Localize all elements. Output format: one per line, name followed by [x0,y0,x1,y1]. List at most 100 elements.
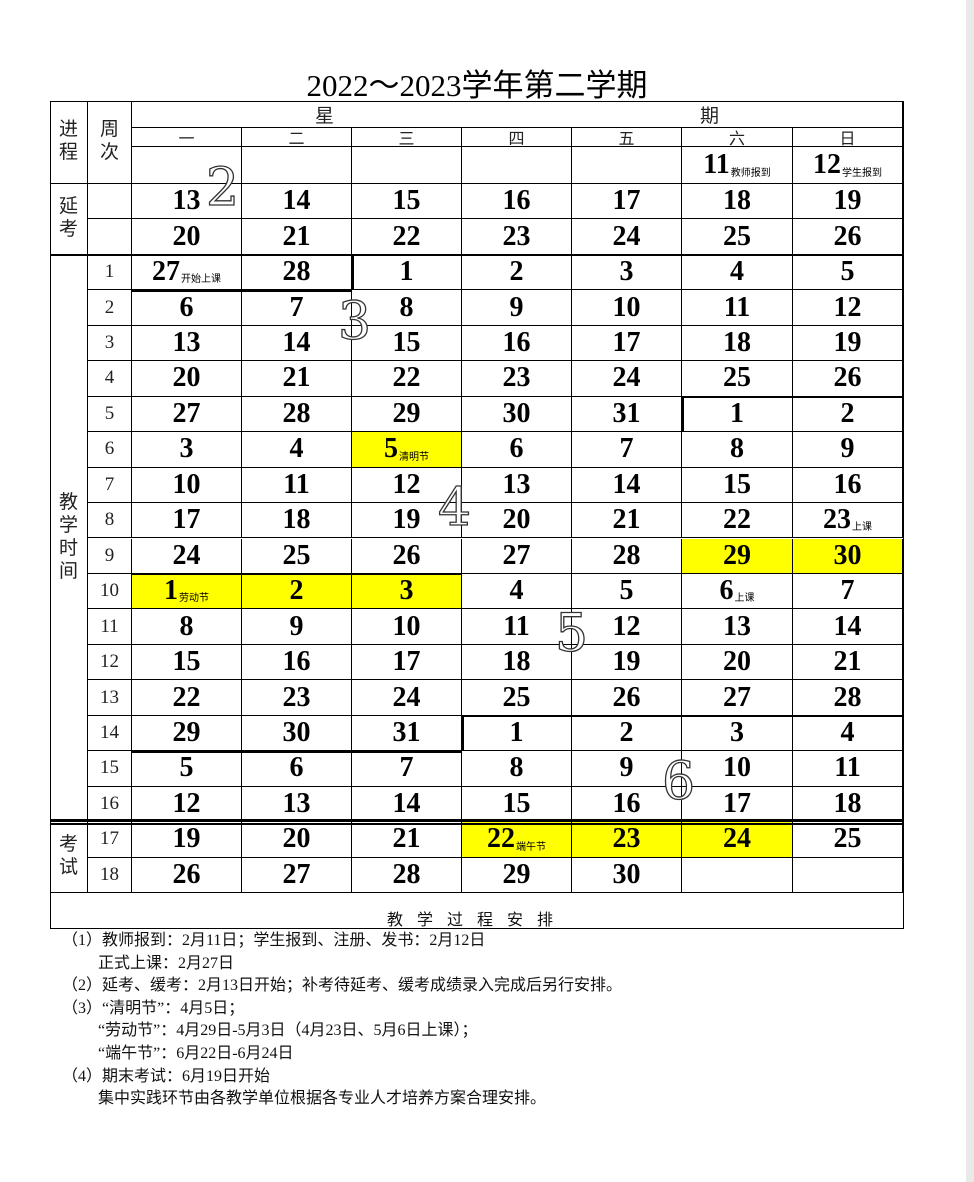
month-marker: 3 [337,291,372,352]
day-cell: 10 [572,290,682,326]
day-number: 8 [730,433,744,465]
day-cell: 25 [682,219,793,255]
day-number: 29 [502,858,531,890]
day-cell: 31 [572,396,682,433]
section-teaching: 教学时间 [50,254,88,823]
day-cell: 2 [242,573,352,610]
day-cell: 15 [682,467,793,504]
day-cell: 29 [352,396,462,433]
day-cell: 5 清明节 [352,432,462,468]
day-cell: 7 [793,573,903,610]
week-number: 11 [88,609,132,645]
day-note: 上课 [852,522,872,534]
day-number: 4 [289,433,304,465]
day-cell: 26 [793,219,903,255]
day-number: 23 [823,504,851,536]
day-cell: 24 [682,822,793,858]
month-marker: 6 [661,751,696,812]
day-cell: 26 [572,680,682,716]
day-number: 13 [282,787,311,819]
weekday-label: 六 [728,131,745,148]
day-cell: 16 [793,467,903,504]
day-cell: 19 [793,325,903,362]
week-number: 18 [88,857,132,893]
day-number: 27 [152,256,180,288]
day-number: 2 [840,397,855,429]
day-number: 11 [503,610,530,642]
day-number: 27 [502,539,531,571]
day-number: 16 [612,787,641,819]
header-week-label: 周次 [99,119,119,163]
day-number: 3 [399,575,414,607]
notes-list: （1）教师报到：2月11日；学生报到、注册、发书：2月12日 正式上课：2月27… [62,906,622,1111]
day-cell: 18 [793,786,903,823]
day-number: 24 [723,823,751,855]
week-number-label: 14 [100,721,119,743]
day-number: 21 [833,646,862,678]
day-cell: 27 [242,857,352,893]
day-cell: 27 [682,680,793,716]
weekday-header: 二 [242,128,352,148]
note-line: 集中实践环节由各教学单位根据各专业人才培养方案合理安排。 [62,1090,547,1108]
header-progress-label: 进程 [58,119,78,163]
day-cell [793,857,903,893]
note-line: （2）延考、缓考：2月13日开始；补考待延考、缓考成绩录入完成后另行安排。 [62,977,623,995]
day-number: 24 [612,362,641,394]
day-cell: 8 [462,751,572,787]
day-number: 25 [282,539,311,571]
day-note: 劳动节 [179,593,209,605]
day-cell: 30 [572,857,682,893]
day-cell: 17 [572,184,682,220]
week-number-label: 15 [100,757,119,779]
day-cell: 6 [132,290,242,326]
day-cell: 19 [132,822,242,858]
day-number: 4 [730,256,744,288]
week-number: 14 [88,715,132,752]
weekday-label: 三 [398,131,415,148]
day-cell: 28 [572,538,682,574]
note-line: （4）期末考试：6月19日开始 [62,1067,271,1085]
day-number: 30 [502,397,531,429]
day-cell: 16 [462,325,572,362]
day-number: 16 [833,468,862,500]
day-number: 11 [703,149,730,180]
day-cell: 5 [572,573,682,610]
day-number: 24 [392,681,421,713]
day-number: 27 [172,397,201,429]
day-cell: 8 [132,609,242,645]
day-cell: 6 [462,432,572,468]
day-number: 18 [502,646,531,678]
day-number: 7 [289,291,304,323]
day-number: 20 [172,362,201,394]
day-cell: 4 [462,573,572,610]
day-number: 23 [502,362,531,394]
day-cell: 25 [242,538,352,574]
week-number [88,184,132,220]
header-progress: 进程 [50,101,88,184]
month-boundary [681,395,903,399]
day-number: 15 [502,787,531,819]
day-cell: 16 [242,644,352,681]
day-cell: 3 [682,715,793,752]
day-number: 11 [723,291,751,323]
week-number-label: 1 [104,261,115,283]
section-makeup: 延考 [50,184,88,255]
day-cell: 31 [352,715,462,752]
day-cell: 22 [682,503,793,539]
day-cell: 30 [242,715,352,752]
day-cell: 9 [242,609,352,645]
month-boundary [461,715,464,752]
day-number: 8 [179,610,194,642]
day-cell: 3 [132,432,242,468]
day-number: 30 [282,716,311,748]
day-number: 14 [833,610,862,642]
day-cell: 23 [572,822,682,858]
day-cell: 29 [132,715,242,752]
week-number: 3 [88,325,132,362]
day-number: 19 [833,327,862,359]
day-cell: 2 [572,715,682,752]
week-number-label: 9 [104,544,115,566]
day-number: 28 [282,256,311,288]
week-number: 1 [88,254,132,291]
note-line: （3）“清明节”：4月5日； [62,999,245,1017]
